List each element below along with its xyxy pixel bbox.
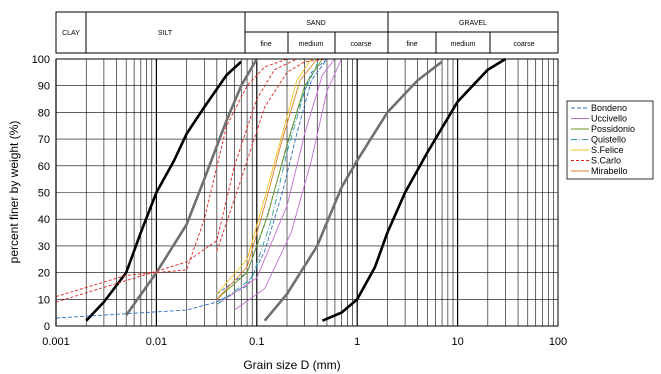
legend-label: Bondeno <box>591 103 627 113</box>
x-axis-label: Grain size D (mm) <box>243 358 340 372</box>
legend-label: Mirabello <box>591 166 628 176</box>
legend-label: Quistello <box>591 135 626 145</box>
header-sand-medium: medium <box>299 41 324 48</box>
y-tick-label: 90 <box>38 81 50 93</box>
y-tick-label: 60 <box>38 161 50 173</box>
y-tick-label: 40 <box>38 214 50 226</box>
x-tick-label: 10 <box>451 336 463 348</box>
x-tick-label: 100 <box>549 336 567 348</box>
plot-grid <box>55 58 558 327</box>
series-line-bondeno <box>55 58 328 319</box>
legend: BondenoUccivelloPossidonioQuistelloS.Fel… <box>566 100 654 180</box>
plot-frame <box>55 58 559 327</box>
legend-label: S.Felice <box>591 145 624 155</box>
y-axis-label: percent finer by weight (%) <box>7 121 21 264</box>
envelope-line-2 <box>125 58 258 317</box>
series-line-s-carlo <box>55 58 288 298</box>
legend-label: Possidonio <box>591 124 635 134</box>
header-silt: SILT <box>158 30 173 37</box>
x-tick-label: 0.001 <box>42 336 70 348</box>
legend-label: Uccivello <box>591 114 627 124</box>
y-tick-label: 30 <box>38 241 50 253</box>
series-line-quistello <box>216 58 320 305</box>
legend-box <box>566 100 654 180</box>
header-clay: CLAY <box>62 30 80 37</box>
envelope-line-3 <box>263 60 443 322</box>
y-tick-label: 0 <box>44 321 50 333</box>
header-gravel-fine: fine <box>406 41 417 48</box>
series-line-s-carlo <box>55 58 297 303</box>
header-sand-coarse: coarse <box>350 41 371 48</box>
legend-label: S.Carlo <box>591 156 621 166</box>
series-line-s-carlo <box>216 58 328 252</box>
y-tick-label: 80 <box>38 107 50 119</box>
series-line-s-felice <box>216 58 312 295</box>
header-sand-fine: fine <box>260 41 271 48</box>
envelope-line-1 <box>85 60 243 322</box>
y-tick-label: 100 <box>32 54 50 66</box>
header-sand: SAND <box>306 20 325 27</box>
y-tick-label: 50 <box>38 188 50 200</box>
series-line-uccivello <box>234 58 343 311</box>
x-tick-label: 1 <box>354 336 360 348</box>
legend-items: BondenoUccivelloPossidonioQuistelloS.Fel… <box>571 103 635 176</box>
x-tick-label: 0.1 <box>249 336 264 348</box>
y-tick-label: 20 <box>38 268 50 280</box>
header-gravel-medium: medium <box>451 41 476 48</box>
x-tick-label: 0.01 <box>146 336 167 348</box>
axis-ticks: 0 10 20 30 40 50 60 70 80 90 100 0.001 0.01 0.1 1 10 100 <box>32 54 568 348</box>
header-gravel: GRAVEL <box>459 20 487 27</box>
header-gravel-coarse: coarse <box>513 41 534 48</box>
y-tick-label: 70 <box>38 134 50 146</box>
series-line-uccivello <box>216 58 336 305</box>
series-line-mirabello <box>216 58 318 300</box>
y-tick-label: 10 <box>38 294 50 306</box>
plot-curves <box>55 57 507 322</box>
envelope-line-4 <box>321 57 507 322</box>
series-line-possidonio <box>216 58 323 300</box>
classification-header: CLAY SILT SAND GRAVEL fine medium coarse… <box>55 11 559 54</box>
